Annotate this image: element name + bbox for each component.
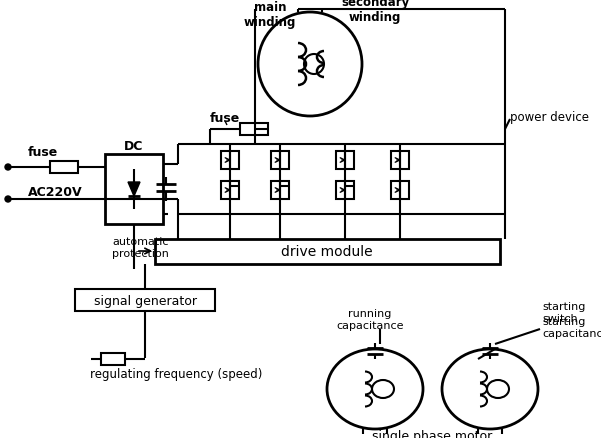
Bar [391,182,409,200]
Text: starting
capacitance: starting capacitance [542,317,601,338]
Bar [336,152,354,170]
Text: power device: power device [510,111,589,124]
Text: AC220V: AC220V [28,186,82,199]
Circle shape [5,197,11,202]
Text: automatic
protection: automatic protection [112,237,169,258]
Polygon shape [128,183,140,197]
Text: fuse: fuse [210,111,240,124]
Text: single phase motor: single phase motor [372,430,492,438]
Bar [101,353,125,365]
Bar [336,182,354,200]
Text: starting
switch: starting switch [542,301,585,323]
Bar [271,152,289,170]
Bar [221,182,239,200]
Text: regulating frequency (speed): regulating frequency (speed) [90,367,263,381]
Bar [221,152,239,170]
Bar [155,240,500,265]
Circle shape [5,165,11,171]
Bar [240,124,268,136]
Bar [105,155,163,225]
Text: DC: DC [124,140,144,153]
Bar [391,152,409,170]
Text: signal generator: signal generator [94,294,197,307]
Text: secondary
winding: secondary winding [341,0,409,24]
Bar [271,182,289,200]
Text: fuse: fuse [28,145,58,158]
Bar [50,162,78,173]
Text: running
capacitance: running capacitance [336,308,404,330]
Text: drive module: drive module [281,244,373,258]
Text: main
winding: main winding [244,1,296,29]
Bar [75,290,215,311]
